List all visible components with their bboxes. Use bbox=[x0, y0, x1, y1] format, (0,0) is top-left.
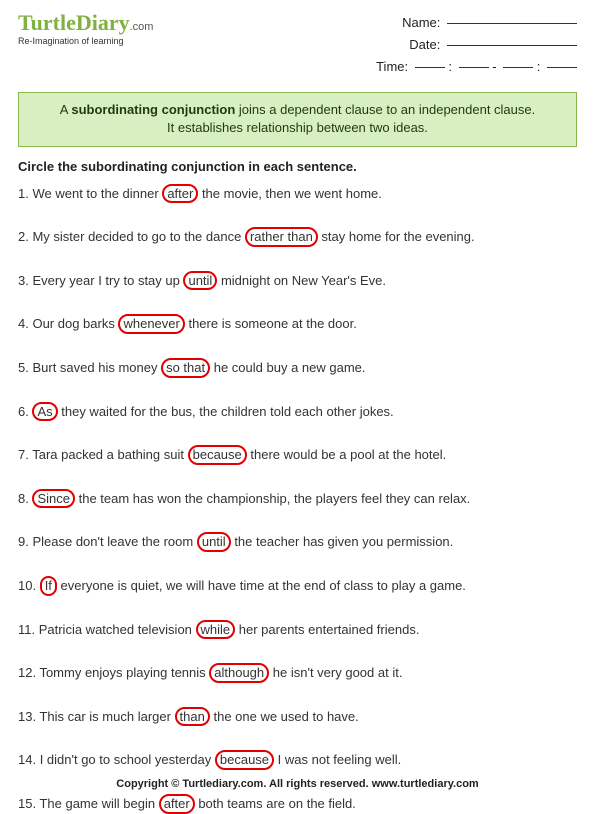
circled-answer: until bbox=[197, 532, 231, 552]
logo-suffix: .com bbox=[130, 21, 154, 33]
question-post: the movie, then we went home. bbox=[198, 186, 382, 201]
question-item: 2. My sister decided to go to the dance … bbox=[18, 227, 577, 247]
question-number: 1. bbox=[18, 186, 32, 201]
logo-main: TurtleDiary bbox=[18, 10, 130, 35]
info-box: A subordinating conjunction joins a depe… bbox=[18, 92, 577, 146]
circled-answer: although bbox=[209, 663, 269, 683]
question-number: 7. bbox=[18, 447, 32, 462]
question-number: 14. bbox=[18, 752, 40, 767]
question-number: 6. bbox=[18, 404, 32, 419]
time-label: Time: bbox=[376, 59, 408, 74]
time-m1[interactable] bbox=[459, 67, 489, 68]
question-item: 10. If everyone is quiet, we will have t… bbox=[18, 576, 577, 596]
question-post: midnight on New Year's Eve. bbox=[217, 273, 386, 288]
circled-answer: because bbox=[215, 750, 274, 770]
time-h1[interactable] bbox=[415, 67, 445, 68]
info-post: joins a dependent clause to an independe… bbox=[235, 102, 535, 117]
question-post: there is someone at the door. bbox=[185, 316, 357, 331]
question-pre: Our dog barks bbox=[32, 316, 118, 331]
date-row: Date: bbox=[376, 34, 577, 56]
circled-answer: while bbox=[196, 620, 236, 640]
tagline: Re-Imagination of learning bbox=[18, 36, 153, 46]
logo-block: TurtleDiary.com Re-Imagination of learni… bbox=[18, 12, 153, 46]
circled-answer: after bbox=[159, 794, 195, 814]
question-post: they waited for the bus, the children to… bbox=[58, 404, 394, 419]
question-number: 11. bbox=[18, 622, 39, 637]
question-pre: This car is much larger bbox=[39, 709, 174, 724]
header: TurtleDiary.com Re-Imagination of learni… bbox=[18, 12, 577, 78]
question-list: 1. We went to the dinner after the movie… bbox=[18, 184, 577, 814]
question-item: 11. Patricia watched television while he… bbox=[18, 620, 577, 640]
name-input-line[interactable] bbox=[447, 23, 577, 24]
question-pre: My sister decided to go to the dance bbox=[32, 229, 244, 244]
question-post: her parents entertained friends. bbox=[235, 622, 419, 637]
circled-answer: Since bbox=[32, 489, 75, 509]
time-h2[interactable] bbox=[503, 67, 533, 68]
question-post: everyone is quiet, we will have time at … bbox=[57, 578, 466, 593]
footer: Copyright © Turtlediary.com. All rights … bbox=[0, 778, 595, 790]
question-item: 12. Tommy enjoys playing tennis although… bbox=[18, 663, 577, 683]
question-item: 14. I didn't go to school yesterday beca… bbox=[18, 750, 577, 770]
time-row: Time: : - : bbox=[376, 56, 577, 78]
question-post: both teams are on the field. bbox=[195, 796, 356, 811]
question-number: 13. bbox=[18, 709, 39, 724]
question-pre: Burt saved his money bbox=[32, 360, 161, 375]
question-pre: Tommy enjoys playing tennis bbox=[39, 665, 209, 680]
question-number: 3. bbox=[18, 273, 32, 288]
date-label: Date: bbox=[409, 37, 440, 52]
question-item: 5. Burt saved his money so that he could… bbox=[18, 358, 577, 378]
question-item: 15. The game will begin after both teams… bbox=[18, 794, 577, 814]
question-pre: Patricia watched television bbox=[39, 622, 196, 637]
question-pre: I didn't go to school yesterday bbox=[40, 752, 215, 767]
circled-answer: until bbox=[183, 271, 217, 291]
info-line2: It establishes relationship between two … bbox=[167, 120, 428, 135]
question-number: 9. bbox=[18, 534, 32, 549]
circled-answer: because bbox=[188, 445, 247, 465]
instructions: Circle the subordinating conjunction in … bbox=[18, 159, 577, 174]
question-item: 8. Since the team has won the championsh… bbox=[18, 489, 577, 509]
question-pre: Every year I try to stay up bbox=[32, 273, 183, 288]
info-bold: subordinating conjunction bbox=[71, 102, 235, 117]
name-row: Name: bbox=[376, 12, 577, 34]
question-number: 4. bbox=[18, 316, 32, 331]
date-input-line[interactable] bbox=[447, 45, 577, 46]
circled-answer: after bbox=[162, 184, 198, 204]
question-number: 8. bbox=[18, 491, 32, 506]
question-post: he isn't very good at it. bbox=[269, 665, 402, 680]
info-pre: A bbox=[60, 102, 72, 117]
time-m2[interactable] bbox=[547, 67, 577, 68]
question-post: I was not feeling well. bbox=[274, 752, 401, 767]
question-pre: We went to the dinner bbox=[32, 186, 162, 201]
question-item: 9. Please don't leave the room until the… bbox=[18, 532, 577, 552]
circled-answer: whenever bbox=[118, 314, 184, 334]
question-number: 15. bbox=[18, 796, 39, 811]
question-number: 5. bbox=[18, 360, 32, 375]
question-number: 12. bbox=[18, 665, 39, 680]
meta-fields: Name: Date: Time: : - : bbox=[376, 12, 577, 78]
question-item: 4. Our dog barks whenever there is someo… bbox=[18, 314, 577, 334]
question-pre: Please don't leave the room bbox=[32, 534, 196, 549]
circled-answer: than bbox=[175, 707, 210, 727]
circled-answer: As bbox=[32, 402, 57, 422]
circled-answer: so that bbox=[161, 358, 210, 378]
question-pre: The game will begin bbox=[39, 796, 158, 811]
question-post: he could buy a new game. bbox=[210, 360, 365, 375]
question-item: 1. We went to the dinner after the movie… bbox=[18, 184, 577, 204]
name-label: Name: bbox=[402, 15, 440, 30]
logo: TurtleDiary.com bbox=[18, 12, 153, 34]
question-item: 6. As they waited for the bus, the child… bbox=[18, 402, 577, 422]
question-number: 2. bbox=[18, 229, 32, 244]
question-number: 10. bbox=[18, 578, 40, 593]
question-post: the one we used to have. bbox=[210, 709, 359, 724]
question-item: 7. Tara packed a bathing suit because th… bbox=[18, 445, 577, 465]
question-item: 13. This car is much larger than the one… bbox=[18, 707, 577, 727]
question-post: the team has won the championship, the p… bbox=[75, 491, 470, 506]
question-item: 3. Every year I try to stay up until mid… bbox=[18, 271, 577, 291]
circled-answer: If bbox=[40, 576, 57, 596]
question-post: the teacher has given you permission. bbox=[231, 534, 454, 549]
question-post: stay home for the evening. bbox=[318, 229, 475, 244]
question-pre: Tara packed a bathing suit bbox=[32, 447, 187, 462]
question-post: there would be a pool at the hotel. bbox=[247, 447, 446, 462]
circled-answer: rather than bbox=[245, 227, 318, 247]
